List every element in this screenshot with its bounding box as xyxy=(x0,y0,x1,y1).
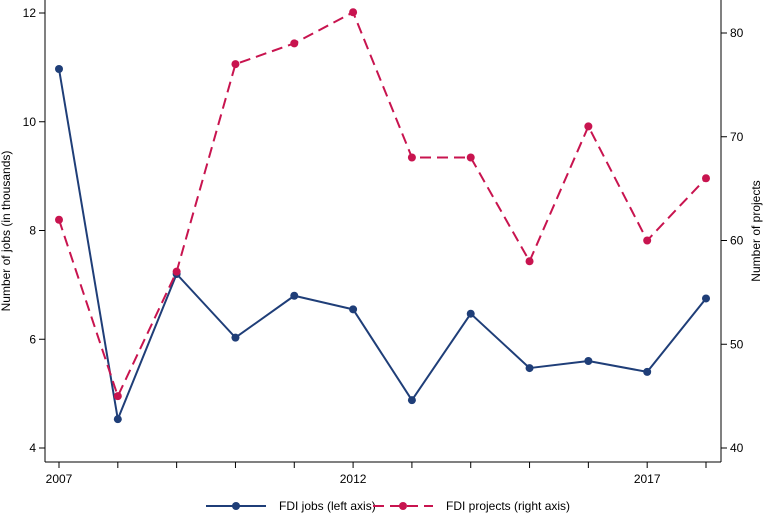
legend-projects-label: FDI projects (right axis) xyxy=(446,499,570,513)
y-left-tick-label-8: 8 xyxy=(29,224,36,238)
y-left-tick-label-4: 4 xyxy=(29,441,36,455)
x-ticks: 2007 2012 2017 xyxy=(46,462,707,486)
series-0-point-2010 xyxy=(231,333,240,342)
legend-jobs-marker xyxy=(232,502,240,510)
legend-item-projects: FDI projects (right axis) xyxy=(373,499,570,513)
x-tick-label-2007: 2007 xyxy=(46,472,73,486)
series-0-point-2017 xyxy=(643,367,652,376)
y-left-tick-label-6: 6 xyxy=(29,332,36,346)
y-left-axis-title: Number of jobs (in thousands) xyxy=(0,151,13,312)
series-1-point-2008 xyxy=(113,392,122,401)
series-1-point-2013 xyxy=(407,153,416,162)
series-1-point-2017 xyxy=(643,236,652,245)
y-left-ticks: 4 6 8 10 12 xyxy=(23,6,45,455)
series-1-point-2009 xyxy=(172,267,181,276)
series-1-point-2010 xyxy=(231,60,240,69)
y-left-tick-label-10: 10 xyxy=(23,115,37,129)
x-tick-label-2012: 2012 xyxy=(340,472,367,486)
series-1-point-2007 xyxy=(55,215,63,224)
y-right-tick-label-70: 70 xyxy=(730,130,744,144)
series-0-point-2016 xyxy=(584,357,593,365)
legend-item-jobs: FDI jobs (left axis) xyxy=(206,499,376,513)
x-tick-label-2017: 2017 xyxy=(634,472,661,486)
series-layer xyxy=(55,8,710,424)
y-left-tick-label-12: 12 xyxy=(23,6,37,20)
y-right-axis-title: Number of projects xyxy=(749,180,763,281)
y-right-tick-label-40: 40 xyxy=(730,441,744,455)
series-1-point-2011 xyxy=(290,39,299,48)
legend-projects-marker xyxy=(399,502,407,510)
series-0-point-2015 xyxy=(525,364,534,373)
series-0-point-2014 xyxy=(466,309,475,318)
legend: FDI jobs (left axis) FDI projects (right… xyxy=(206,499,570,513)
y-right-ticks: 40 50 60 70 80 xyxy=(721,26,744,455)
legend-jobs-label: FDI jobs (left axis) xyxy=(279,499,376,513)
series-1-point-2014 xyxy=(466,153,475,162)
y-right-tick-label-80: 80 xyxy=(730,26,744,40)
series-1-point-2018 xyxy=(702,174,710,183)
series-1-point-2012 xyxy=(349,8,358,17)
series-1-line xyxy=(58,11,707,398)
series-0-point-2013 xyxy=(407,396,416,405)
series-0-point-2018 xyxy=(702,294,710,303)
y-right-tick-label-60: 60 xyxy=(730,234,744,248)
axes xyxy=(44,0,722,463)
series-1-point-2015 xyxy=(525,257,534,266)
series-1-point-2016 xyxy=(584,122,593,131)
series-0-point-2011 xyxy=(290,291,299,300)
y-right-tick-label-50: 50 xyxy=(730,337,744,351)
series-0-point-2007 xyxy=(55,65,63,74)
series-0-line xyxy=(58,68,707,421)
series-0-point-2012 xyxy=(349,305,358,314)
series-0-point-2008 xyxy=(113,415,122,424)
